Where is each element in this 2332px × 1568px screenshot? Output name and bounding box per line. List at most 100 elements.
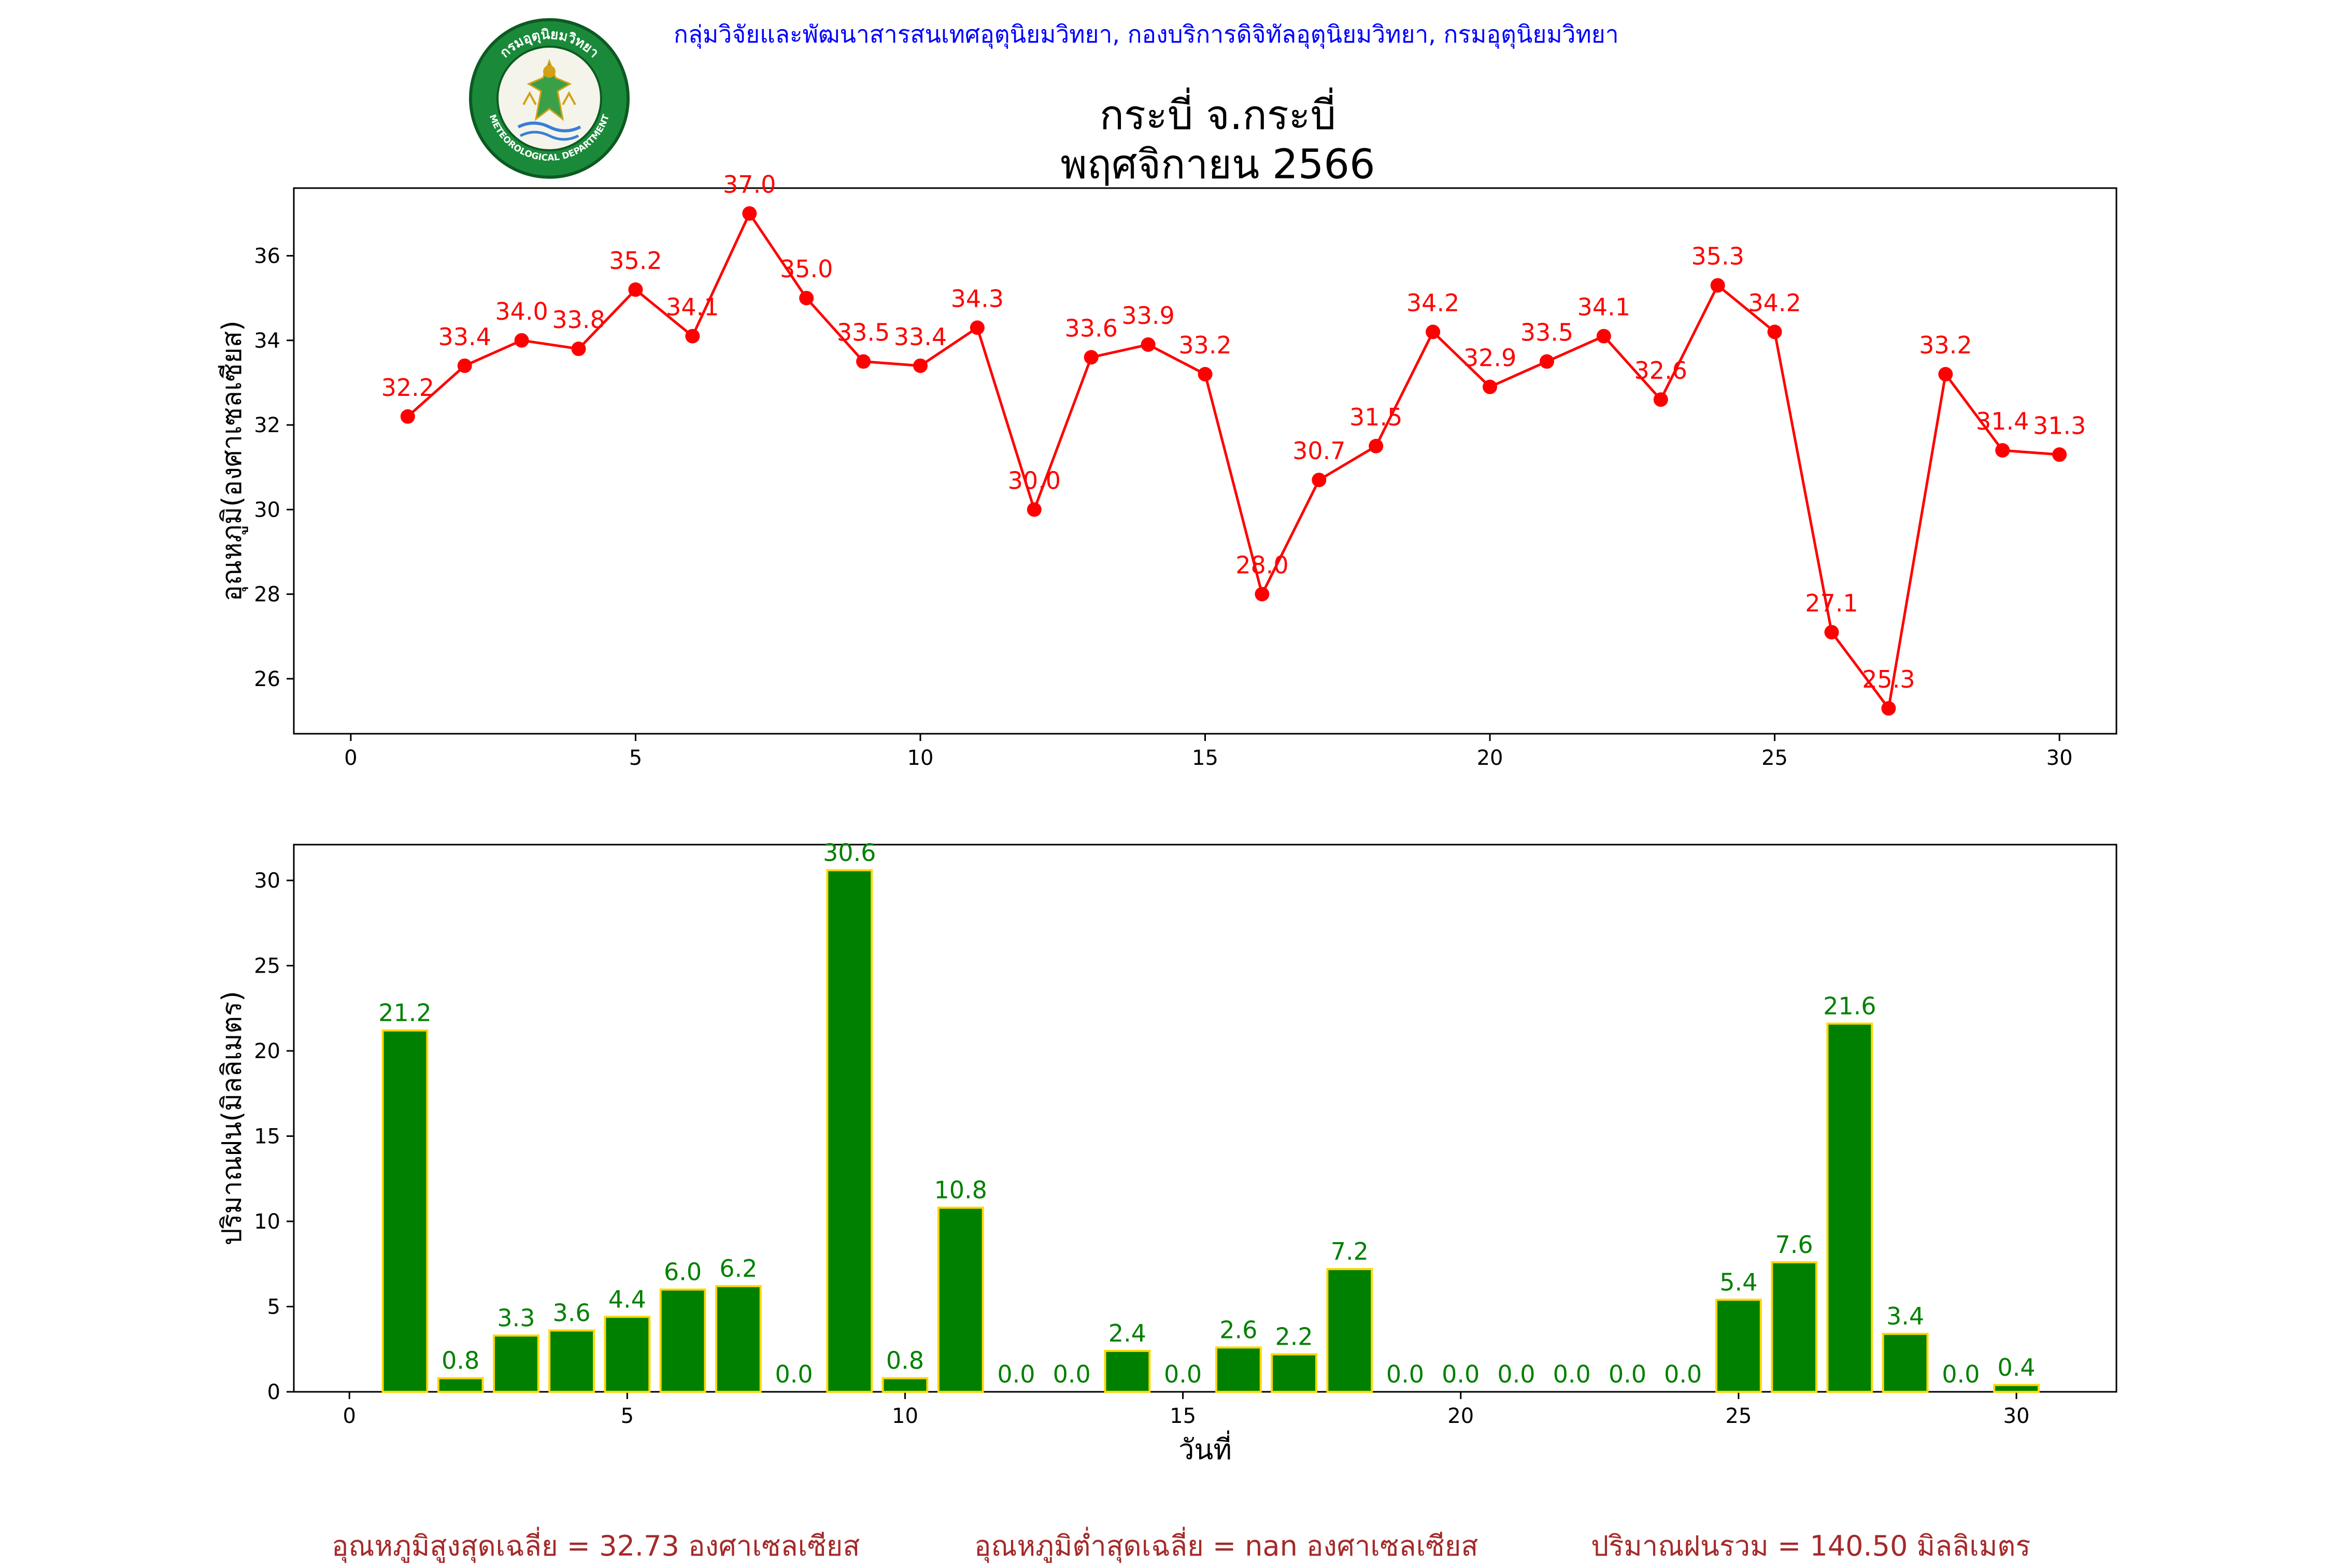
rainfall-y-tick-label: 0 [267,1380,280,1404]
temperature-point [1426,324,1441,339]
temperature-point [1881,701,1896,716]
temperature-x-tick-label: 30 [2046,746,2073,770]
rainfall-bar [1215,1346,1262,1393]
temperature-data-label: 27.1 [1805,589,1858,617]
rainfall-bar [1326,1268,1373,1393]
rainfall-bar [1993,1384,2040,1393]
temperature-data-label: 25.3 [1862,665,1915,693]
temperature-data-label: 33.5 [837,319,890,347]
rainfall-data-label: 0.0 [1442,1360,1480,1388]
temperature-point [400,409,415,424]
rainfall-bar [881,1377,929,1393]
rainfall-x-tick-label: 25 [1725,1404,1752,1428]
rainfall-bar [1826,1022,1873,1393]
rainfall-data-label: 0.0 [1609,1360,1646,1388]
footer-min-temp-average: อุณหภูมิต่ำสุดเฉลี่ย = nan องศาเซลเซียส [974,1530,1478,1562]
rainfall-bar [937,1206,984,1393]
rainfall-data-label: 0.4 [1997,1353,2035,1381]
temperature-point [1938,367,1953,382]
temperature-data-label: 33.4 [438,323,491,351]
temperature-chart: 0 5 10 15 20 25 30 26 28 30 32 34 36 อุณหภูมิ(องศาเซล… [217,170,2117,770]
rainfall-data-label: 0.0 [997,1360,1035,1388]
meteorological-department-logo: กรมอุตุนิยมวิทยา METEOROLOGICAL DEPARTME… [466,16,632,181]
temperature-x-tick-label: 20 [1477,746,1503,770]
rainfall-data-label: 6.0 [664,1258,702,1286]
temperature-point [2052,447,2067,462]
temperature-point [1767,324,1782,339]
temperature-y-tick-label: 32 [254,414,280,437]
rainfall-data-label: 6.2 [719,1255,757,1282]
temperature-point [1596,329,1611,344]
temperature-data-label: 34.1 [1577,293,1630,321]
temperature-data-label: 34.0 [495,297,548,325]
temperature-data-label: 33.2 [1919,331,1972,359]
temperature-data-label: 34.2 [1406,289,1459,317]
rainfall-data-label: 4.4 [608,1285,646,1313]
rainfall-data-label: 7.2 [1331,1237,1369,1265]
temperature-series-line [407,212,2060,710]
temperature-data-label: 34.2 [1748,289,1801,317]
temperature-x-tick-label: 0 [344,746,357,770]
rainfall-data-label: 0.0 [1164,1360,1202,1388]
rainfall-bar [715,1285,762,1393]
temperature-y-tick-label: 36 [254,245,280,268]
rainfall-y-axis-label: ปริมาณฝน(มิลลิเมตร) [217,991,248,1245]
rainfall-data-label: 0.0 [1553,1360,1591,1388]
chart-title-month: พฤศจิกายน 2566 [1060,141,1375,188]
rainfall-data-label: 0.0 [1497,1360,1535,1388]
temperature-point [742,206,757,221]
rainfall-bar [493,1334,539,1393]
temperature-point [514,333,529,348]
temperature-point [913,358,928,373]
temperature-data-label: 35.3 [1691,243,1744,270]
rainfall-bar [381,1029,429,1393]
rainfall-data-label: 5.4 [1719,1268,1757,1296]
footer-rain-total: ปริมาณฝนรวม = 140.50 มิลลิเมตร [1591,1530,2031,1562]
rainfall-x-tick-label: 20 [1447,1404,1474,1428]
temperature-data-label: 32.2 [381,374,434,402]
temperature-data-label: 33.8 [552,306,605,334]
rainfall-x-axis-label: วันที่ [1178,1430,1232,1466]
rainfall-data-label: 0.0 [1664,1360,1702,1388]
temperature-data-label: 33.5 [1520,319,1573,347]
temperature-data-label: 31.5 [1349,403,1402,431]
temperature-point [1027,502,1042,517]
rainfall-plot-frame [293,844,2117,1393]
temperature-point [1141,337,1156,352]
rainfall-data-label: 21.6 [1823,992,1876,1020]
temperature-data-label: 33.4 [894,323,947,351]
rainfall-data-label: 10.8 [934,1176,987,1204]
temperature-data-label: 33.9 [1121,302,1174,330]
rainfall-x-tick-label: 5 [621,1404,634,1428]
temperature-point [1198,367,1213,382]
rainfall-bar [1771,1261,1817,1393]
temperature-y-tick-label: 34 [254,329,280,353]
temperature-point [799,291,814,306]
temperature-point [1995,443,2010,458]
rainfall-data-label: 3.3 [497,1304,535,1332]
temperature-x-tick-label: 10 [907,746,934,770]
logo-emblem-icon: กรมอุตุนิยมวิทยา METEOROLOGICAL DEPARTME… [469,18,630,179]
temperature-point [1369,438,1384,453]
temperature-data-label: 37.0 [723,170,776,198]
rainfall-data-label: 0.8 [886,1347,924,1375]
temperature-data-label: 28.0 [1235,551,1288,579]
temperature-y-tick-label: 30 [254,498,280,522]
rainfall-bar [1104,1350,1151,1393]
temperature-data-label: 34.3 [951,284,1004,312]
temperature-x-tick-label: 15 [1192,746,1218,770]
temperature-point [1483,379,1498,394]
temperature-data-label: 33.6 [1064,315,1117,343]
temperature-data-label: 31.3 [2033,411,2086,439]
rainfall-data-label: 0.0 [1053,1360,1091,1388]
rainfall-x-tick-label: 15 [1170,1404,1196,1428]
footer-max-temp-average: อุณหภูมิสูงสุดเฉลี่ย = 32.73 องศาเซลเซีย… [332,1530,860,1562]
temperature-data-label: 30.0 [1008,466,1061,494]
rainfall-bar [548,1329,595,1393]
temperature-point [1653,392,1668,407]
temperature-data-label: 35.0 [780,255,833,283]
rainfall-data-label: 0.0 [775,1360,813,1388]
rainfall-y-tick-label: 15 [254,1125,280,1149]
chart-title-station: กระบี่ จ.กระบี่ [1099,92,1336,139]
